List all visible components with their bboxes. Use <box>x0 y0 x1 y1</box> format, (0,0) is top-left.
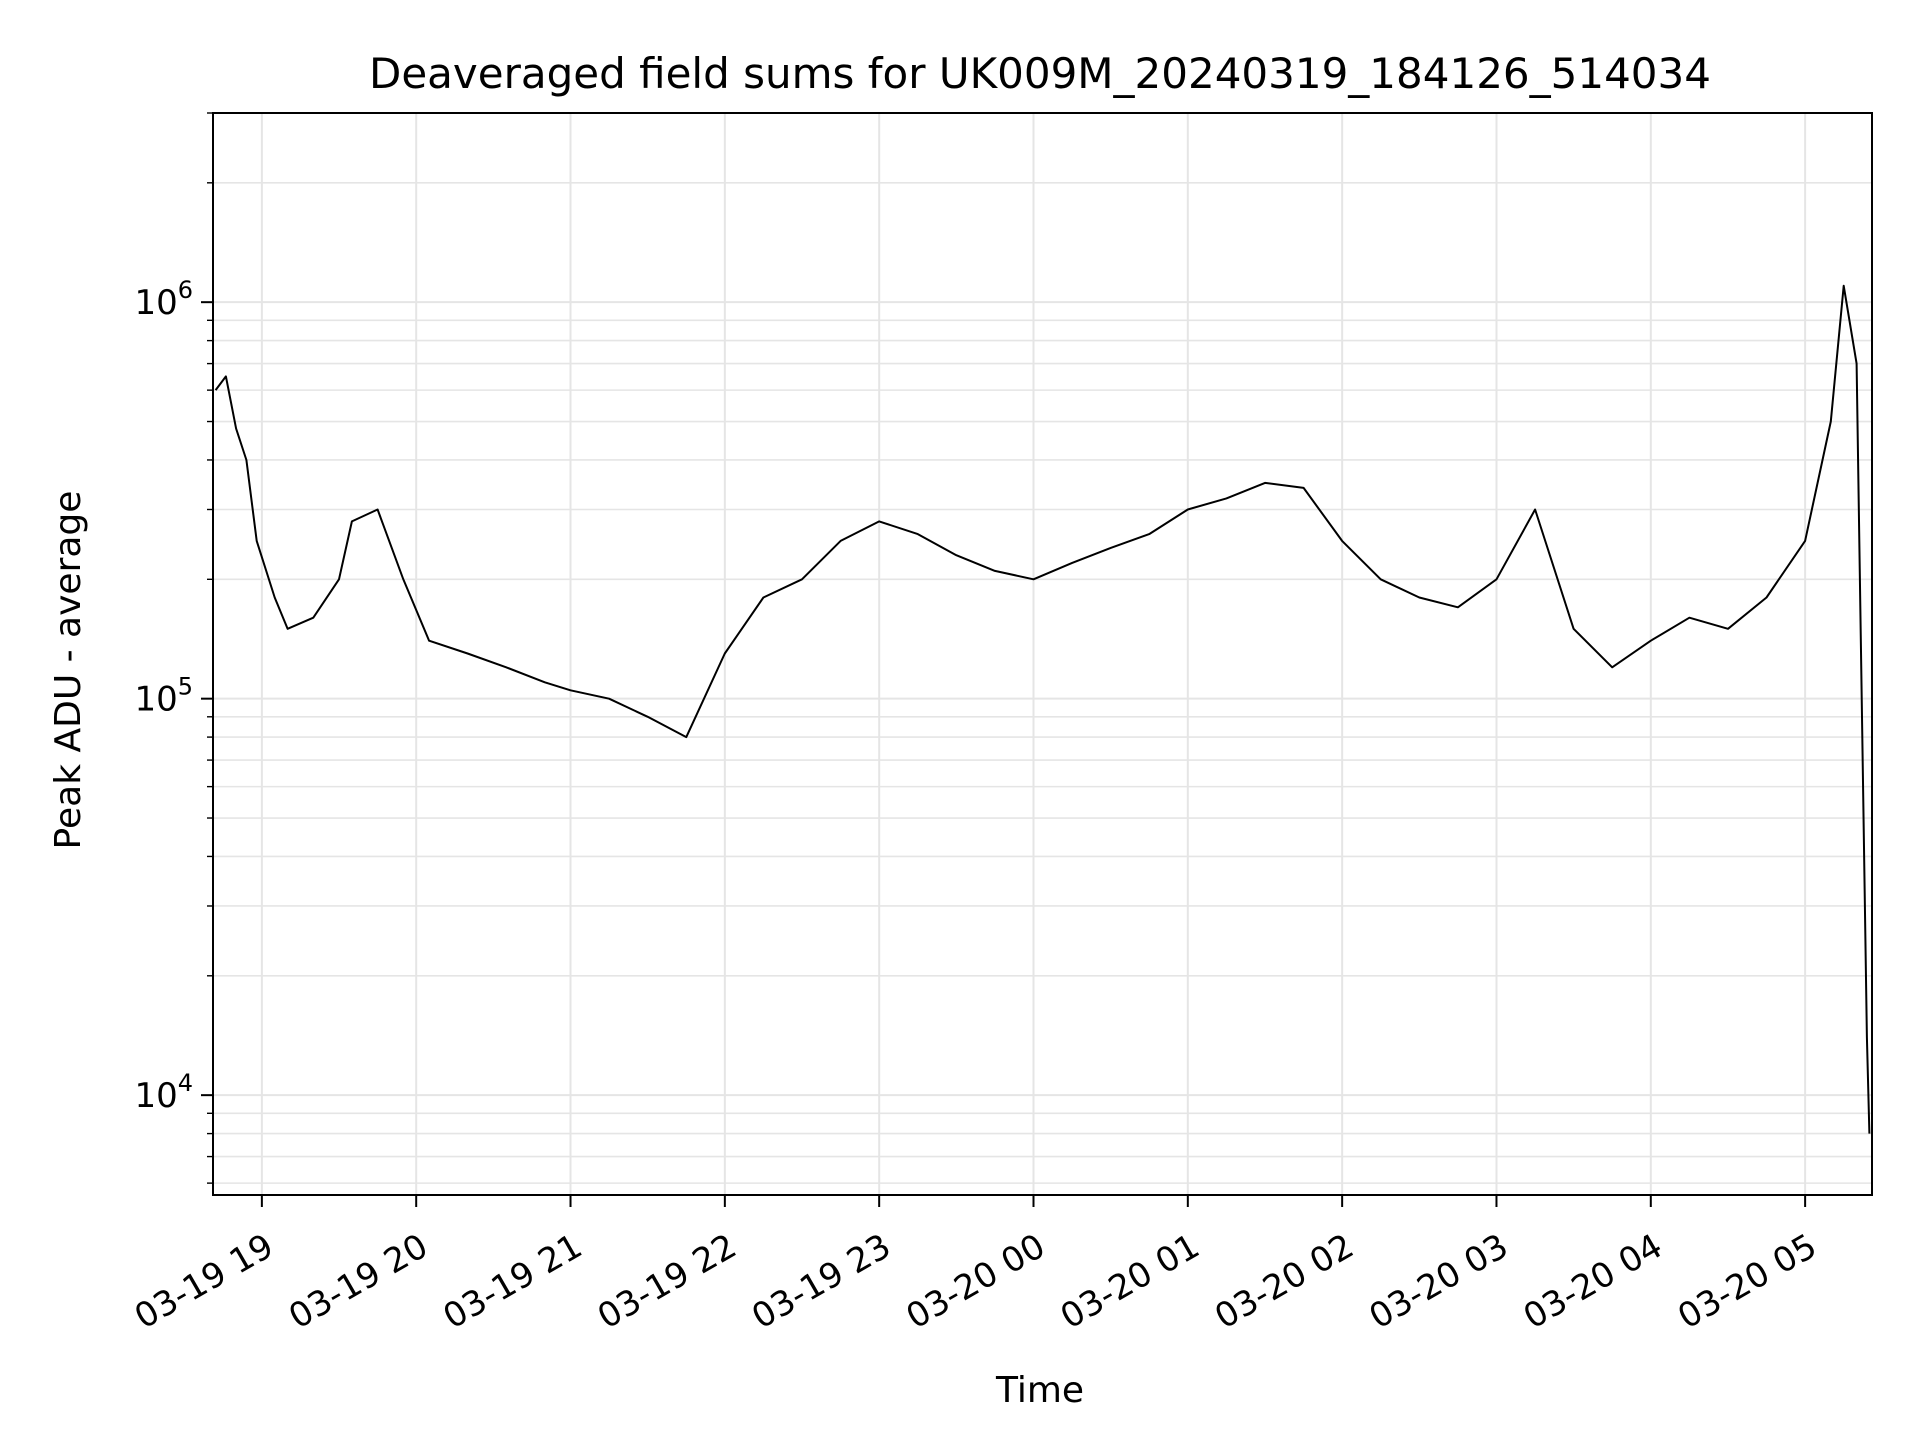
y-axis-ticks: 104 105 106 <box>134 112 213 1184</box>
x-axis-label: Time <box>995 1370 1084 1411</box>
series-line-0 <box>214 284 1871 1134</box>
y-axis-label: Peak ADU - average <box>48 491 89 850</box>
grid <box>213 112 1872 1195</box>
y-tick-label: 105 <box>134 673 193 720</box>
series-line-group <box>214 284 1871 1134</box>
plot-frame <box>212 112 1873 1196</box>
y-tick-label: 106 <box>134 276 193 323</box>
y-tick-label: 104 <box>134 1069 193 1116</box>
chart-title: Deaveraged field sums for UK009M_2024031… <box>369 49 1711 98</box>
